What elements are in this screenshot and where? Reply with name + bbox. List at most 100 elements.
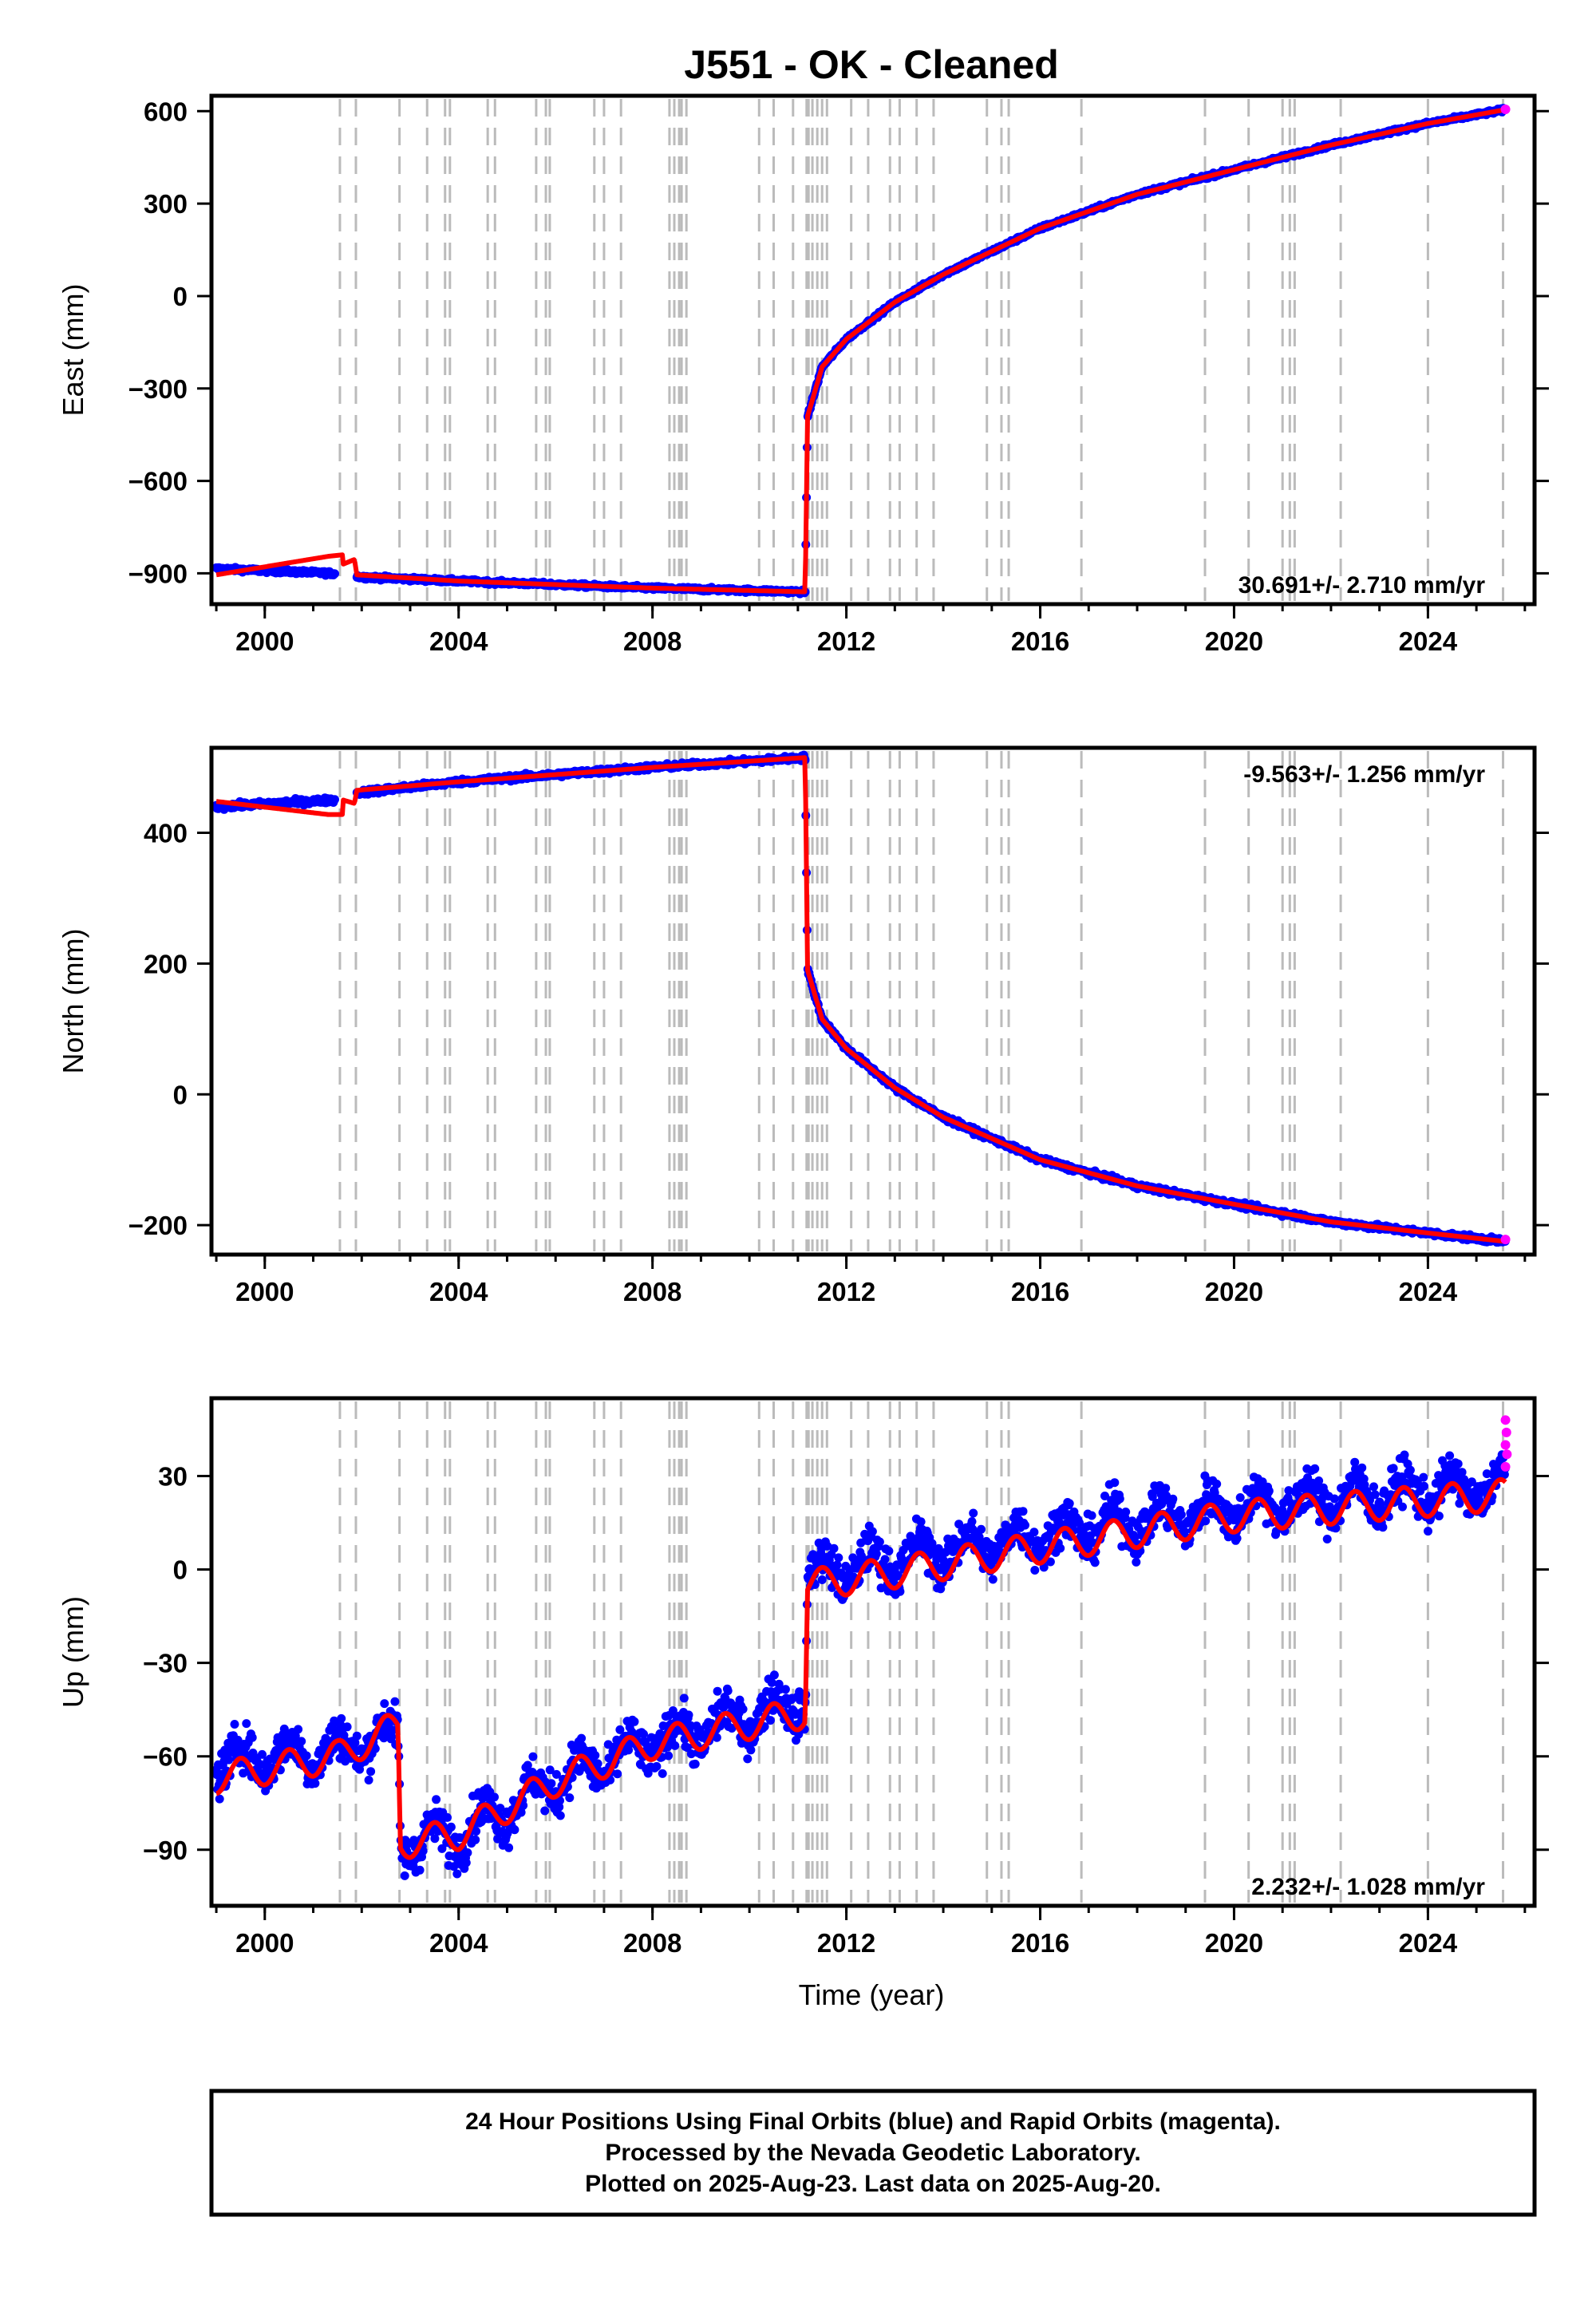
point-up <box>461 1858 471 1867</box>
y-tick-label-east--900: −900 <box>128 559 188 588</box>
axes-east: 2000 2004 2008 2012 2016 2020 2024 600 300 0 −300 −… <box>128 93 1549 656</box>
panel-east: 2000 2004 2008 2012 2016 2020 2024 600 300 0 −300 −… <box>57 93 1549 656</box>
x-tick-label-east-2008: 2008 <box>623 626 681 656</box>
point-up <box>242 1719 251 1729</box>
x-tick-label-north-2000: 2000 <box>235 1277 294 1306</box>
point-up <box>471 1835 480 1844</box>
point-up <box>658 1769 667 1778</box>
scatter-up <box>211 1450 1510 1880</box>
plot-frame-east <box>209 93 1537 607</box>
model-north <box>215 755 1507 1244</box>
x-tick-label-north-2020: 2020 <box>1205 1277 1263 1306</box>
ylabel-east: East (mm) <box>57 284 89 417</box>
point-up <box>294 1725 303 1734</box>
point-north <box>330 795 339 804</box>
point-up <box>713 1686 722 1696</box>
x-tick-label-east-2016: 2016 <box>1011 626 1069 656</box>
point-up <box>380 1699 389 1709</box>
point-up <box>452 1869 462 1879</box>
point-up <box>302 1751 311 1761</box>
x-tick-label-east-2000: 2000 <box>235 626 294 656</box>
point-up <box>630 1717 639 1726</box>
rapid-east <box>1500 104 1511 114</box>
scatter-east <box>211 104 1510 599</box>
point-up <box>540 1806 550 1816</box>
plot-frame-north <box>209 745 1537 1257</box>
point-up <box>547 1779 556 1788</box>
point-up <box>743 1754 753 1764</box>
point-up <box>684 1710 693 1720</box>
point-up <box>443 1812 452 1822</box>
y-tick-label-east-0: 0 <box>173 282 188 311</box>
point-up <box>310 1779 320 1788</box>
point-up <box>723 1686 733 1696</box>
rapid-point-north-0 <box>1500 1235 1511 1245</box>
x-tick-label-north-2004: 2004 <box>429 1277 488 1306</box>
panel-up: 2000 2004 2008 2012 2016 2020 2024300−30−60−90… <box>57 1396 1549 1958</box>
y-tick-label-east-600: 600 <box>144 97 188 126</box>
point-up <box>652 1761 662 1771</box>
point-up <box>364 1776 373 1784</box>
event-lines-north <box>338 751 1505 1251</box>
point-up <box>230 1720 239 1729</box>
model-line-north <box>215 755 1507 1244</box>
point-up <box>504 1843 514 1852</box>
x-tick-label-north-2008: 2008 <box>623 1277 681 1306</box>
point-up <box>224 1755 234 1765</box>
y-tick-label-east--600: −600 <box>128 467 188 496</box>
rate-label-north: -9.563+/- 1.256 mm/yr <box>1243 761 1485 788</box>
x-tick-label-east-2012: 2012 <box>817 626 875 656</box>
point-up <box>510 1825 519 1835</box>
point-up <box>746 1745 756 1755</box>
point-up <box>679 1694 689 1703</box>
y-tick-label-east--300: −300 <box>128 374 188 404</box>
x-tick-label-north-2024: 2024 <box>1399 1277 1458 1306</box>
point-up <box>337 1713 346 1723</box>
point-up <box>690 1759 700 1769</box>
model-line-east <box>215 107 1507 595</box>
x-tick-label-north-2016: 2016 <box>1011 1277 1069 1306</box>
point-up <box>400 1871 409 1880</box>
event-lines-east <box>338 99 1505 601</box>
x-tick-label-east-2004: 2004 <box>429 626 488 656</box>
point-up <box>528 1752 538 1761</box>
point-up <box>577 1733 587 1743</box>
point-up <box>415 1865 425 1875</box>
point-east <box>330 569 339 579</box>
scatter-north <box>211 750 1510 1247</box>
y-tick-label-north-200: 200 <box>144 949 188 978</box>
figure-title: J551 - OK - Cleaned <box>684 42 1059 87</box>
point-up <box>446 1822 456 1832</box>
x-tick-label-east-2024: 2024 <box>1399 626 1458 656</box>
x-tick-label-north-2012: 2012 <box>817 1277 875 1306</box>
point-up <box>463 1848 472 1857</box>
point-up <box>352 1731 361 1741</box>
point-up <box>664 1751 674 1761</box>
point-up <box>432 1795 441 1804</box>
point-up <box>738 1705 748 1714</box>
y-tick-label-north--200: −200 <box>128 1211 188 1240</box>
point-up <box>490 1792 499 1802</box>
rapid-north <box>1500 1235 1511 1245</box>
y-tick-label-north-400: 400 <box>144 819 188 848</box>
model-east <box>215 107 1507 595</box>
point-up <box>297 1737 306 1746</box>
point-up <box>342 1722 352 1732</box>
point-up <box>247 1733 257 1742</box>
point-up <box>593 1759 602 1769</box>
rapid-point-east-0 <box>1500 104 1511 114</box>
point-up <box>366 1767 376 1777</box>
point-up <box>215 1794 224 1804</box>
point-up <box>555 1811 565 1820</box>
ylabel-north: North (mm) <box>57 929 89 1074</box>
point-up <box>565 1793 575 1803</box>
x-tick-label-east-2020: 2020 <box>1205 626 1263 656</box>
rate-label-east: 30.691+/- 2.710 mm/yr <box>1238 572 1486 599</box>
y-tick-label-north-0: 0 <box>173 1080 188 1109</box>
point-up <box>670 1741 680 1750</box>
point-up <box>390 1697 400 1706</box>
point-up <box>591 1751 600 1760</box>
point-up <box>613 1769 622 1779</box>
y-tick-label-east-300: 300 <box>144 189 188 219</box>
